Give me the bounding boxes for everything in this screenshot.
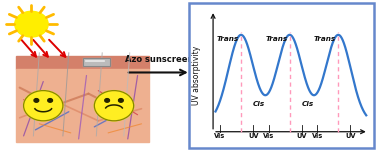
Circle shape [105, 99, 110, 102]
Text: Azo sunscreens: Azo sunscreens [125, 55, 198, 64]
Circle shape [23, 91, 63, 121]
Text: UV absorptivity: UV absorptivity [192, 46, 201, 105]
Bar [82, 58, 110, 66]
Bar [16, 69, 149, 142]
Bar [16, 56, 149, 69]
Circle shape [94, 91, 134, 121]
Bar [82, 58, 110, 66]
Circle shape [119, 99, 123, 102]
Circle shape [34, 99, 39, 102]
Circle shape [15, 11, 48, 37]
Circle shape [48, 99, 53, 102]
